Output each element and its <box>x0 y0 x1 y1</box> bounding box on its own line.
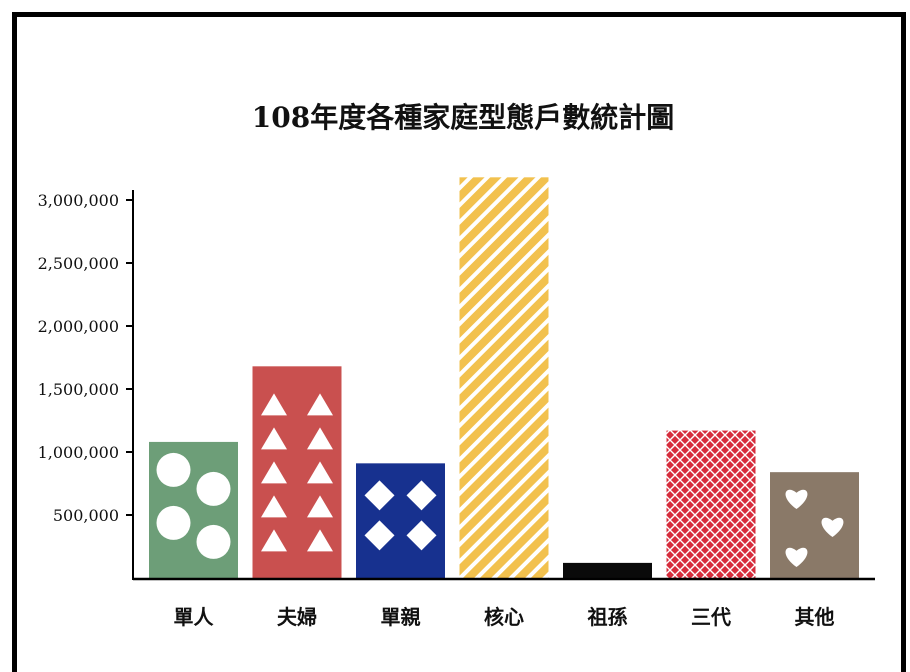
circle-shape <box>196 524 231 559</box>
triangle-shape <box>261 393 287 416</box>
triangle-shape <box>261 495 287 518</box>
y-tick-label: 2,500,000 <box>38 254 119 273</box>
y-tick-label: 3,000,000 <box>38 191 119 210</box>
heart-shape <box>821 517 844 537</box>
bar-祖孫 <box>563 562 652 578</box>
y-tick-label: 1,000,000 <box>38 443 119 462</box>
triangle-shape <box>307 427 333 450</box>
bar-其他 <box>770 472 859 578</box>
x-tick-label: 三代 <box>691 605 731 629</box>
x-axis-labels: 單人 夫婦 單親 核心 祖孫 三代 其他 <box>174 605 835 629</box>
bar-pattern-circles <box>156 452 231 559</box>
triangle-shape <box>307 393 333 416</box>
triangle-shape <box>307 495 333 518</box>
bar-patterns-group <box>156 393 844 567</box>
bars-group <box>149 177 859 578</box>
chart-title: 108年度各種家庭型態戶數統計圖 <box>252 101 674 134</box>
x-tick-label: 其他 <box>795 605 835 629</box>
x-tick-label: 祖孫 <box>587 605 628 629</box>
triangle-shape <box>261 427 287 450</box>
diamond-shape <box>364 480 395 511</box>
bar-單親 <box>356 463 445 578</box>
x-tick-label: 核心 <box>484 605 524 629</box>
y-tick-label: 2,000,000 <box>38 317 119 336</box>
diamond-shape <box>406 480 437 511</box>
heart-shape <box>785 547 808 567</box>
x-tick-label: 單人 <box>174 605 215 629</box>
bar-pattern-diamonds <box>364 480 437 551</box>
circle-shape <box>156 505 191 540</box>
y-tick-label: 500,000 <box>53 506 119 525</box>
x-tick-label: 單親 <box>381 605 421 629</box>
diamond-shape <box>364 520 395 551</box>
y-tick-label: 1,500,000 <box>38 380 119 399</box>
y-axis: 500,000 1,000,000 1,500,000 2,000,000 2,500,… <box>38 191 133 525</box>
diamond-shape <box>406 520 437 551</box>
triangle-shape <box>307 461 333 484</box>
circle-shape <box>196 471 231 506</box>
x-tick-label: 夫婦 <box>277 605 317 629</box>
triangle-shape <box>307 529 333 552</box>
bar-核心 <box>459 177 549 578</box>
heart-shape <box>785 489 808 509</box>
triangle-shape <box>261 461 287 484</box>
bar-pattern-triangles <box>261 393 333 552</box>
circle-shape <box>156 452 191 487</box>
triangle-shape <box>261 529 287 552</box>
bar-pattern-hearts <box>785 489 844 567</box>
bar-三代 <box>666 430 756 578</box>
